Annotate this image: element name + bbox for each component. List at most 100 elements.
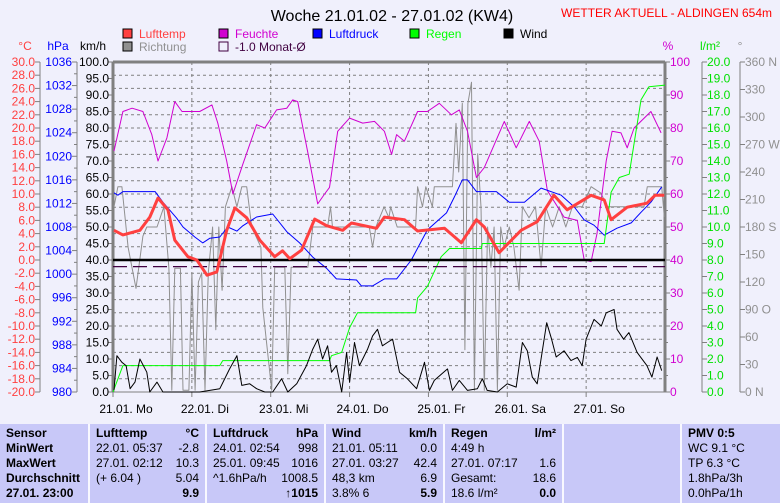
axis-tick-label-celsius: -8.0 — [14, 306, 35, 320]
axis-tick-label-hpa: 988 — [52, 338, 72, 352]
axis-tick-label-percent: 0 — [670, 385, 677, 399]
axis-tick-label-celsius: 14.0 — [12, 161, 36, 175]
axis-tick-label-kmh: 5.0 — [92, 369, 109, 383]
axis-tick-label-celsius: 12.0 — [12, 174, 36, 188]
axis-tick-label-hpa: 992 — [52, 314, 72, 328]
axis-tick-label-degree: 90 O — [745, 303, 771, 317]
axis-tick-label-celsius: 28.0 — [12, 68, 36, 82]
axis-tick-label-celsius: -18.0 — [8, 372, 36, 386]
axis-tick-label-celsius: 6.0 — [18, 213, 35, 227]
legend-item--1-0-monat-: -1.0 Monat-Ø — [235, 40, 306, 54]
axis-tick-label-degree: 120 — [745, 275, 765, 289]
axis-tick-label-kmh: 45.0 — [86, 237, 110, 251]
axis-tick-label-kmh: 10.0 — [86, 352, 110, 366]
axis-unit-percent: % — [663, 39, 674, 53]
axis-tick-label-degree: 30 — [745, 358, 759, 372]
row-label: MaxWert — [6, 456, 56, 470]
axis-tick-label-rain: 5.0 — [707, 303, 724, 317]
axis-tick-label-rain: 20.0 — [707, 55, 731, 69]
legend-swatch-2 — [218, 28, 229, 39]
axis-tick-label-degree: 60 — [745, 330, 759, 344]
axis-unit-rain: l/m² — [700, 39, 720, 53]
axis-tick-label-degree: 360 N — [745, 55, 777, 69]
axis-tick-label-hpa: 1000 — [45, 267, 72, 281]
axis-tick-label-kmh: 100.0 — [79, 55, 109, 69]
cell-detail: 3.8% 6 — [332, 486, 370, 500]
axis-tick-label-celsius: -4.0 — [14, 279, 35, 293]
axis-tick-label-hpa: 1036 — [45, 55, 72, 69]
cell-detail: 0.0hPa/1h — [688, 486, 743, 500]
axis-tick-label-rain: 14.0 — [707, 154, 731, 168]
legend-swatch-5 — [409, 28, 420, 39]
axis-tick-label-kmh: 55.0 — [86, 204, 110, 218]
cell-value: 5.04 — [175, 471, 199, 485]
statistics-table: Sensor MinWert MaxWert Durchschnitt 27.0… — [0, 424, 780, 503]
axis-tick-label-celsius: 16.0 — [12, 147, 36, 161]
axis-tick-label-degree: 150 — [745, 248, 765, 262]
axis-tick-label-kmh: 50.0 — [86, 220, 110, 234]
axis-tick-label-rain: 18.0 — [707, 88, 731, 102]
axis-tick-label-percent: 70 — [670, 154, 684, 168]
axis-tick-label-kmh: 65.0 — [86, 171, 110, 185]
axis-tick-label-degree: 210 — [745, 193, 765, 207]
axis-tick-label-celsius: 22.0 — [12, 108, 36, 122]
axis-tick-label-hpa: 996 — [52, 291, 72, 305]
axis-tick-label-kmh: 40.0 — [86, 253, 110, 267]
cell-detail: 27.01. 07:17 — [451, 456, 518, 470]
axis-tick-label-rain: 6.0 — [707, 286, 724, 300]
table-column-regen: Regen l/m² 4:49 h 27.01. 07:17 1.6 Gesamt: 18.… — [443, 424, 562, 503]
axis-tick-label-rain: 4.0 — [707, 319, 724, 333]
axis-tick-label-celsius: 10.0 — [12, 187, 36, 201]
row-label: Sensor — [6, 426, 47, 440]
x-tick-label: 23.01. Mi — [259, 402, 308, 416]
axis-tick-label-celsius: -14.0 — [8, 345, 36, 359]
axis-tick-label-celsius: -16.0 — [8, 359, 36, 373]
cell-detail: 24.01. 02:54 — [213, 441, 280, 455]
axis-tick-label-celsius: 0.0 — [18, 253, 35, 267]
axis-tick-label-percent: 90 — [670, 88, 684, 102]
axis-tick-label-rain: 7.0 — [707, 270, 724, 284]
axis-tick-label-celsius: 8.0 — [18, 200, 35, 214]
cell-value: 1.6 — [539, 456, 556, 470]
legend-swatch-1 — [122, 41, 133, 52]
axis-tick-label-percent: 100 — [670, 55, 690, 69]
cell-detail: 18.6 l/m² — [451, 486, 498, 500]
axis-tick-label-kmh: 15.0 — [86, 336, 110, 350]
row-label: 27.01. 23:00 — [6, 486, 74, 500]
axis-unit-hpa: hPa — [47, 39, 69, 53]
column-header: Wind — [332, 426, 362, 440]
column-unit: °C — [185, 426, 199, 440]
cell-detail: 25.01. 09:45 — [213, 456, 280, 470]
axis-tick-label-kmh: 80.0 — [86, 121, 110, 135]
axis-tick-label-hpa: 1004 — [45, 244, 72, 258]
axis-tick-label-kmh: 30.0 — [86, 286, 110, 300]
axis-tick-label-hpa: 1016 — [45, 173, 72, 187]
legend-item-luftdruck: Luftdruck — [329, 27, 379, 41]
cell-detail: Gesamt: — [451, 471, 497, 485]
series-line-lufttemp — [113, 193, 665, 277]
series-line-richtung — [113, 81, 665, 391]
axis-tick-label-degree: 300 — [745, 110, 765, 124]
axis-tick-label-celsius: -6.0 — [14, 293, 35, 307]
axis-tick-label-kmh: 35.0 — [86, 270, 110, 284]
axis-tick-label-celsius: 26.0 — [12, 81, 36, 95]
axis-tick-label-kmh: 70.0 — [86, 154, 110, 168]
axis-tick-label-kmh: 85.0 — [86, 105, 110, 119]
axis-tick-label-degree: 240 — [745, 165, 765, 179]
axis-tick-label-hpa: 980 — [52, 385, 72, 399]
axis-tick-label-rain: 12.0 — [707, 187, 731, 201]
axis-tick-label-kmh: 0.0 — [92, 385, 109, 399]
cell-value: 5.9 — [420, 486, 437, 500]
axis-tick-label-hpa: 1024 — [45, 126, 72, 140]
axis-tick-label-hpa: 1020 — [45, 149, 72, 163]
axis-tick-label-celsius: -2.0 — [14, 266, 35, 280]
axis-tick-label-rain: 17.0 — [707, 105, 731, 119]
axis-tick-label-rain: 2.0 — [707, 352, 724, 366]
cell-value: ↑1015 — [285, 486, 318, 500]
cell-value: 18.6 — [532, 471, 556, 485]
x-tick-label: 22.01. Di — [181, 402, 229, 416]
cell-detail: 27.01. 02:12 — [96, 456, 163, 470]
cell-detail: 27.01. 03:27 — [332, 456, 399, 470]
x-tick-label: 24.01. Do — [337, 402, 389, 416]
axis-tick-label-hpa: 1012 — [45, 196, 72, 210]
